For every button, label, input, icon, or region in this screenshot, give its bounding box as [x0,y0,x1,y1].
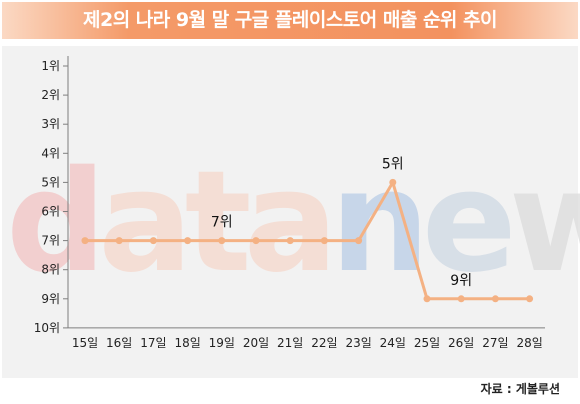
x-tick-label: 27일 [482,336,508,350]
x-tick-label: 16일 [106,336,132,350]
x-tick-label: 23일 [345,336,371,350]
watermark-letter: d [6,141,98,304]
x-tick-label: 28일 [516,336,542,350]
watermark-letter: n [330,141,422,304]
x-tick-label: 24일 [380,336,406,350]
data-point [81,237,89,245]
plot-panel [2,46,578,378]
data-label: 7위 [211,215,233,231]
chart-title: 제2의 나라 9월 말 구글 플레이스토어 매출 순위 추이 [83,9,497,31]
data-label: 9위 [450,273,472,289]
data-point [491,295,499,303]
x-tick-label: 22일 [311,336,337,350]
x-tick-label: 21일 [277,336,303,350]
y-tick-label: 3위 [41,117,60,131]
y-tick-label: 7위 [41,234,60,248]
data-point [286,237,294,245]
x-tick-label: 18일 [174,336,200,350]
y-tick-label: 2위 [41,88,60,102]
data-point [184,237,192,245]
data-point [423,295,431,303]
data-point [252,237,260,245]
watermark-letter: a [98,141,184,304]
data-label: 5위 [382,156,404,172]
y-tick-label: 6위 [41,205,60,219]
y-tick-label: 10위 [34,321,60,335]
y-tick-label: 4위 [41,146,60,160]
data-point [149,237,157,245]
x-tick-label: 20일 [243,336,269,350]
data-point [389,178,397,186]
data-point [218,237,226,245]
x-tick-label: 26일 [448,336,474,350]
series-line [85,180,530,301]
y-tick-label: 8위 [41,263,60,277]
x-tick-label: 19일 [209,336,235,350]
x-tick-label: 15일 [72,336,98,350]
y-tick-label: 1위 [41,59,60,73]
x-tick-label: 25일 [414,336,440,350]
source-note: 자료 : 게볼루션 [480,382,560,396]
x-tick-label: 17일 [140,336,166,350]
data-point [115,237,123,245]
data-point [320,237,328,245]
data-point [457,295,465,303]
data-point [355,237,363,245]
y-tick-label: 5위 [41,175,60,189]
watermark-letter: a [244,141,330,304]
watermark-text: datanews [6,141,580,304]
data-point [526,295,534,303]
y-tick-label: 9위 [41,292,60,306]
watermark-letter: e [422,141,511,304]
title-bar: 제2의 나라 9월 말 구글 플레이스토어 매출 순위 추이 [2,2,578,39]
watermark-letter: w [509,141,580,304]
